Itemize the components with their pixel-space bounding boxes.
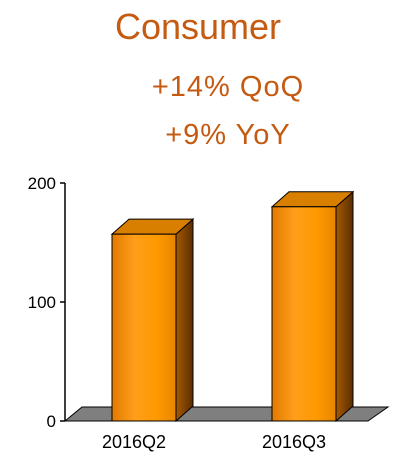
bar-2016Q2 [110,218,195,423]
y-tick-label: 0 [47,412,56,431]
y-axis-ticks: 0 100 200 [28,174,65,431]
y-tick-label: 100 [28,293,56,312]
x-axis-labels: 2016Q2 2016Q3 [102,432,326,452]
qoq-growth-label: +14% QoQ [151,71,305,103]
x-category-label: 2016Q3 [262,432,326,452]
x-category-label: 2016Q2 [102,432,166,452]
bar-series [110,190,355,423]
bar-front [111,233,177,422]
bar-side [175,218,194,423]
bar-2016Q3 [270,190,355,423]
bar-front [271,206,337,422]
y-tick-label: 200 [28,174,56,193]
yoy-growth-label: +9% YoY [165,119,291,151]
chart-title: Consumer [114,6,282,47]
bar-side [335,190,354,423]
